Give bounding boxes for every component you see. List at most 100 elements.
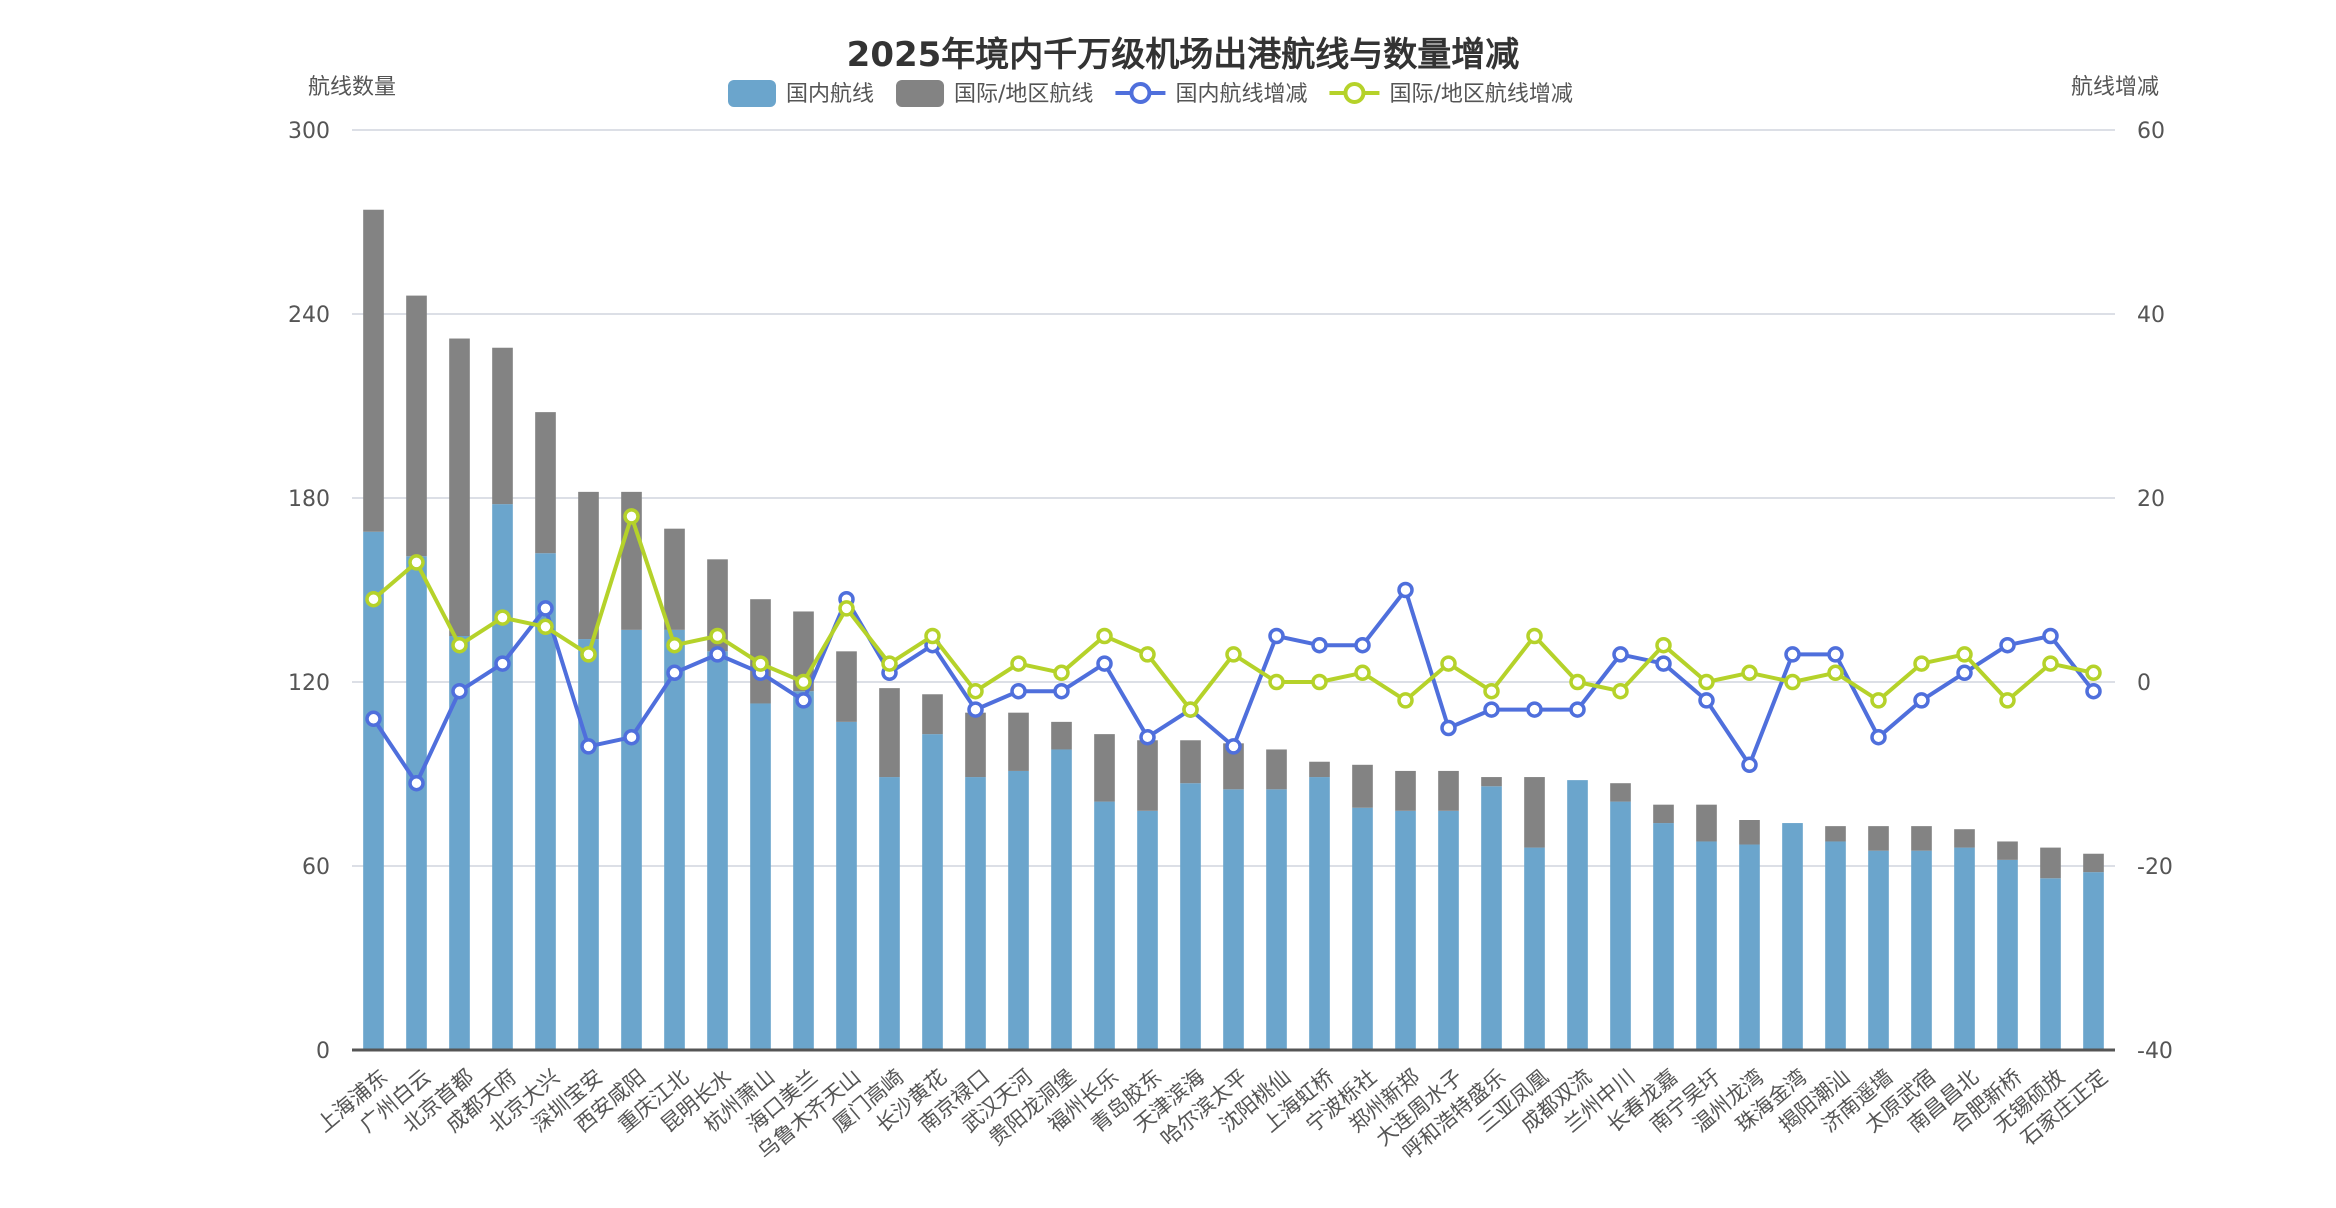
line-point xyxy=(1225,646,1242,663)
line-point xyxy=(1913,692,1930,709)
bar-domestic xyxy=(492,504,513,1051)
line-point xyxy=(1440,719,1457,737)
line-point xyxy=(1182,701,1199,718)
line-point xyxy=(666,636,683,654)
bar-international xyxy=(449,338,470,636)
line-point xyxy=(1999,692,2016,709)
line-point xyxy=(1784,673,1801,691)
legend-item: 国际/地区航线增减 xyxy=(1329,82,1573,107)
bar-international xyxy=(664,528,685,630)
line-point xyxy=(1268,673,1285,691)
bar-domestic xyxy=(1137,810,1158,1050)
chart-title: 2025年境内千万级机场出港航线与数量增减 xyxy=(847,35,1520,75)
line-point xyxy=(494,609,511,626)
bar-domestic xyxy=(449,636,470,1050)
y-tick-label: 300 xyxy=(288,119,330,144)
y-tick-label: 0 xyxy=(316,1039,330,1064)
lines xyxy=(365,508,2102,792)
line-point xyxy=(1827,664,1844,682)
bar-domestic xyxy=(1739,844,1760,1050)
bar-domestic xyxy=(879,777,900,1050)
y2-tick-label: 20 xyxy=(2137,487,2165,512)
legend-label: 国际/地区航线 xyxy=(954,82,1093,107)
line-point xyxy=(1354,636,1371,654)
line-point xyxy=(752,655,769,672)
bar-domestic xyxy=(1309,777,1330,1050)
line-point xyxy=(1870,692,1887,709)
y-tick-label: 180 xyxy=(288,487,330,512)
line-point xyxy=(795,673,812,691)
line-point xyxy=(537,618,554,636)
bar-international xyxy=(1309,761,1330,778)
line-point xyxy=(1655,636,1672,654)
line-point xyxy=(1870,728,1887,746)
line-point xyxy=(365,710,382,728)
bar-domestic xyxy=(1954,847,1975,1050)
bar-international xyxy=(535,412,556,554)
bar-domestic xyxy=(1696,841,1717,1050)
bar-domestic xyxy=(406,556,427,1050)
line-point xyxy=(1397,692,1414,709)
bar-international xyxy=(1223,743,1244,790)
bar-domestic xyxy=(965,777,986,1050)
bar-domestic xyxy=(1868,850,1889,1050)
line-point xyxy=(580,738,597,755)
line-point xyxy=(2085,682,2102,700)
bar-domestic xyxy=(1395,810,1416,1050)
y2-axis-label: 航线增减 xyxy=(2071,75,2159,100)
line-point xyxy=(1999,636,2016,654)
bar-domestic xyxy=(2083,872,2104,1050)
bar-international xyxy=(1094,734,1115,802)
legend-item: 国际/地区航线 xyxy=(896,80,1093,107)
line-point xyxy=(365,590,382,608)
bar-international xyxy=(2083,853,2104,873)
line-point xyxy=(795,692,812,709)
line-point xyxy=(967,701,984,718)
line-point xyxy=(881,655,898,672)
bar-domestic xyxy=(750,703,771,1050)
bar-international xyxy=(1954,829,1975,848)
bar-domestic xyxy=(2040,878,2061,1050)
bar-domestic xyxy=(1524,847,1545,1050)
line-point xyxy=(1569,673,1586,691)
bar-domestic xyxy=(535,553,556,1050)
line-point xyxy=(709,627,726,645)
bar-international xyxy=(1352,764,1373,808)
bar-domestic xyxy=(664,629,685,1050)
bar-international xyxy=(1266,749,1287,790)
bar-international xyxy=(1825,826,1846,842)
bar-domestic xyxy=(1653,823,1674,1050)
line-point xyxy=(2085,664,2102,682)
legend-label: 国内航线 xyxy=(786,82,874,107)
line-point xyxy=(494,655,511,672)
line-point xyxy=(1569,701,1586,718)
bar-international xyxy=(1481,777,1502,787)
line-point xyxy=(1741,756,1758,774)
legend-swatch xyxy=(896,80,945,107)
line-point xyxy=(1311,673,1328,691)
line-point xyxy=(1526,701,1543,718)
line-point xyxy=(451,636,468,654)
bar-domestic xyxy=(1008,770,1029,1050)
line-point xyxy=(1010,682,1027,700)
y-axis-label: 航线数量 xyxy=(308,75,396,100)
bar-domestic xyxy=(1997,859,2018,1050)
line-point xyxy=(408,774,425,792)
line-point xyxy=(924,627,941,645)
bar-domestic xyxy=(836,721,857,1050)
bar-international xyxy=(1696,804,1717,842)
line-point xyxy=(1698,692,1715,709)
line-point xyxy=(1913,655,1930,672)
bar-international xyxy=(492,347,513,505)
bar-international xyxy=(1524,777,1545,848)
legend-item: 国内航线增减 xyxy=(1115,82,1307,107)
bar-domestic xyxy=(578,639,599,1050)
bar-domestic xyxy=(621,629,642,1050)
bar-international xyxy=(836,651,857,722)
bar-domestic xyxy=(1782,823,1803,1050)
line-point xyxy=(1139,646,1156,663)
line-point xyxy=(1268,627,1285,645)
bar-international xyxy=(1180,740,1201,784)
legend-label: 国内航线增减 xyxy=(1175,82,1307,107)
